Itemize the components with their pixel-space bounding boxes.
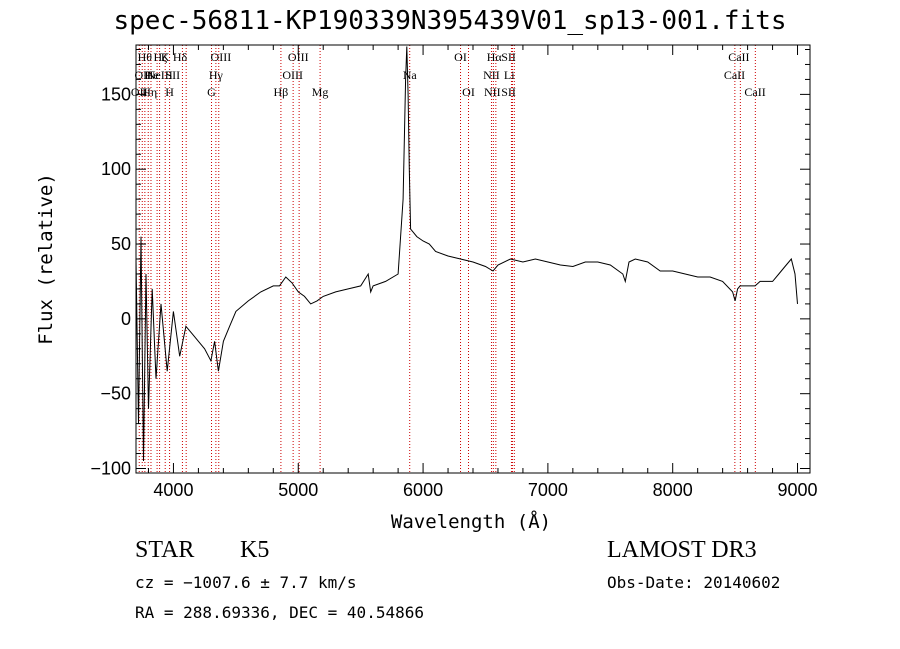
spectral-line-label: CaII xyxy=(728,50,749,64)
spectral-line-label: OI xyxy=(454,50,467,64)
y-tick-label: −50 xyxy=(100,384,131,404)
spectral-lines xyxy=(138,45,756,473)
x-tick-label: 6000 xyxy=(403,480,443,500)
y-axis-label: Flux (relative) xyxy=(35,173,57,345)
spectral-line-label: Hγ xyxy=(209,68,224,82)
y-tick-label: 0 xyxy=(121,309,131,329)
spectral-line-label: Hα xyxy=(487,50,503,64)
spectrum-series xyxy=(135,46,798,462)
y-tick-label: 50 xyxy=(111,234,131,254)
y-tick-label: 100 xyxy=(101,159,131,179)
obs-date-text: Obs-Date: 20140602 xyxy=(607,573,781,592)
spectral-line-label: SII xyxy=(501,85,516,99)
spectral-line-label: SII xyxy=(165,68,180,82)
spectral-line-label: Li xyxy=(504,68,515,82)
x-tick-label: 5000 xyxy=(278,480,318,500)
axis-ticks: 4000 5000 6000 7000 8000 9000 −100 −50 0 50 100 150 xyxy=(90,45,818,500)
spectral-line-label: H xyxy=(165,85,174,99)
spectral-line-label: Hθ xyxy=(138,50,153,64)
spectral-line-label: OI xyxy=(462,85,475,99)
spectral-line-label: NeIII xyxy=(147,68,173,82)
survey-name: LAMOST DR3 xyxy=(607,537,757,563)
y-tick-label: −100 xyxy=(90,459,131,479)
spectral-line-label: OIII xyxy=(282,68,303,82)
spectral-line-label: Mg xyxy=(312,85,329,99)
chart-title: spec-56811-KP190339N395439V01_sp13-001.f… xyxy=(113,6,787,36)
spectral-line-label: Hζ xyxy=(154,50,168,64)
spectral-line-label: NII xyxy=(483,68,500,82)
spectral-line-label: Hδ xyxy=(173,50,188,64)
spectral-line-label: K xyxy=(161,50,170,64)
coords-text: RA = 288.69336, DEC = 40.54866 xyxy=(135,603,424,622)
redshift-text: cz = −1007.6 ± 7.7 km/s xyxy=(135,573,357,592)
spectral-line-label: Na xyxy=(403,68,418,82)
spectral-line-label: Hβ xyxy=(274,85,289,99)
x-tick-label: 4000 xyxy=(153,480,193,500)
object-class: STAR xyxy=(135,537,195,563)
plot-frame xyxy=(135,44,811,474)
spectral-line-label: SII xyxy=(501,50,516,64)
spectral-line-label: G xyxy=(207,85,216,99)
spectrum-line xyxy=(135,46,798,462)
x-tick-label: 7000 xyxy=(528,480,568,500)
x-axis-label: Wavelength (Å) xyxy=(390,511,552,533)
spectral-line-label: NII xyxy=(484,85,501,99)
spectral-line-label: OII xyxy=(135,68,152,82)
spectral-line-label: Hη xyxy=(142,85,157,99)
y-tick-label: 150 xyxy=(101,84,131,104)
spectral-line-label: CaII xyxy=(724,68,745,82)
object-subclass: K5 xyxy=(240,537,270,563)
spectral-line-label: OIII xyxy=(288,50,309,64)
spectral-line-label: OIII xyxy=(211,50,232,64)
spectral-line-label: He xyxy=(145,68,159,82)
spectral-line-label: CaII xyxy=(744,85,765,99)
spectral-line-label: OII xyxy=(131,85,148,99)
x-tick-label: 9000 xyxy=(777,480,817,500)
x-tick-label: 8000 xyxy=(653,480,693,500)
